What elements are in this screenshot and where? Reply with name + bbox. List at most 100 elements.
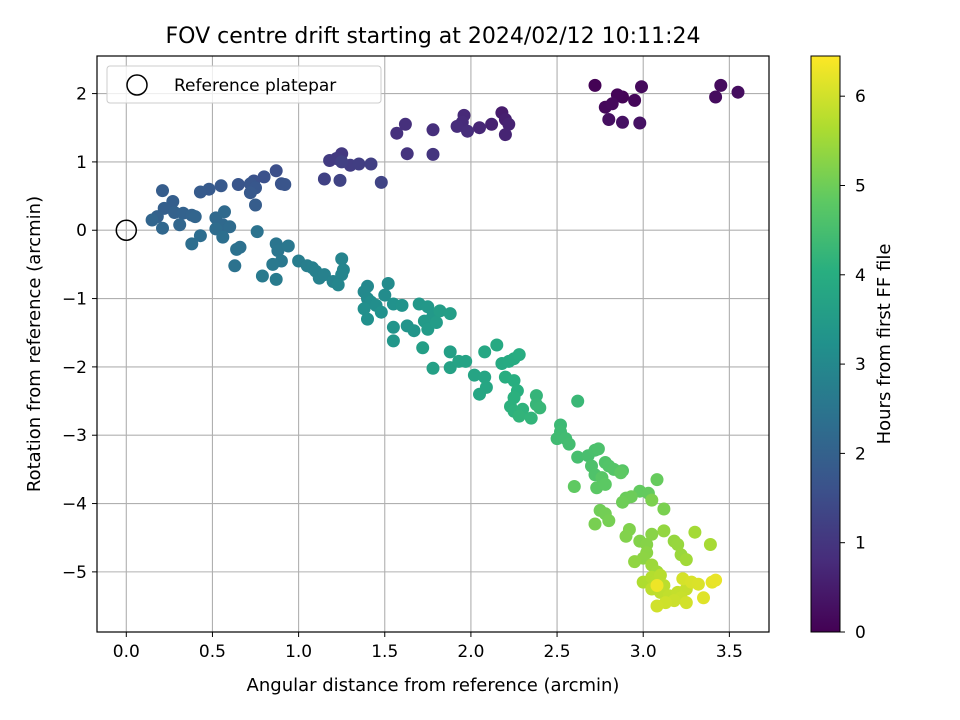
scatter-point <box>269 164 283 178</box>
scatter-point <box>416 341 430 355</box>
scatter-point <box>602 514 616 528</box>
scatter-point <box>257 170 271 184</box>
colorbar-ticks: 0 1 2 3 4 5 6 <box>840 87 866 643</box>
scatter-point <box>335 252 349 266</box>
scatter-point <box>255 269 269 283</box>
scatter-point <box>697 591 710 605</box>
plot-area-frame <box>96 55 770 633</box>
scatter-point <box>478 370 492 384</box>
scatter-point <box>271 244 285 258</box>
scatter-point <box>386 334 400 348</box>
colorbar-tick-label: 0 <box>855 623 866 643</box>
scatter-point <box>512 409 526 423</box>
scatter-point <box>364 157 378 171</box>
scatter-point <box>703 538 717 551</box>
scatter-point <box>567 480 581 493</box>
scatter-point <box>374 175 388 189</box>
scatter-point <box>323 154 337 167</box>
scatter-point <box>507 374 521 388</box>
scatter-point <box>598 477 612 491</box>
colorbar: 0 1 2 3 4 5 6 Hours from first FF file <box>810 55 895 643</box>
scatter-point <box>588 517 602 531</box>
x-tick-label: 3.5 <box>716 642 743 662</box>
scatter-point <box>361 312 374 326</box>
y-tick-label: −5 <box>62 563 87 583</box>
reference-platepar-point <box>115 219 138 241</box>
scatter-point <box>331 278 345 292</box>
scatter-point <box>614 466 628 480</box>
scatter-point <box>635 80 648 94</box>
scatter-point <box>731 85 745 99</box>
scatter-point <box>433 304 447 318</box>
scatter-point <box>317 268 331 282</box>
scatter-point <box>450 119 464 133</box>
scatter-point <box>357 302 371 316</box>
scatter-point <box>498 128 512 142</box>
y-tick-label: −1 <box>62 290 87 310</box>
scatter-point <box>400 147 414 161</box>
colorbar-tick-label: 1 <box>855 534 866 554</box>
scatter-point <box>671 538 685 551</box>
x-tick-label: 0.0 <box>113 642 140 662</box>
scatter-point <box>691 577 705 591</box>
reference-marker <box>115 219 138 241</box>
scatter-point <box>249 198 262 212</box>
scatter-point <box>605 97 619 111</box>
scatter-point <box>335 155 349 169</box>
scatter-point <box>653 568 667 582</box>
scatter-point <box>633 116 647 130</box>
x-tick-label: 3.0 <box>630 642 657 662</box>
legend-reference-marker <box>126 74 148 96</box>
scatter-point <box>657 502 671 516</box>
y-tick-label: −2 <box>62 358 87 378</box>
scatter-point <box>588 78 602 92</box>
scatter-point <box>616 495 629 509</box>
scatter-point <box>619 529 633 543</box>
scatter-point <box>381 277 395 290</box>
scatter-point <box>616 115 629 129</box>
scatter-point <box>473 121 486 135</box>
x-axis-ticks: 0.0 0.5 1.0 1.5 2.0 2.5 3.0 3.5 <box>113 632 743 662</box>
scatter-point <box>628 93 642 107</box>
scatter-point <box>461 124 474 138</box>
scatter-point <box>228 259 242 273</box>
scatter-point <box>485 117 499 131</box>
y-tick-label: −3 <box>62 426 87 446</box>
scatter-point <box>223 220 237 234</box>
scatter-point <box>193 229 207 243</box>
scatter-point <box>657 524 671 538</box>
scatter-point <box>243 186 257 200</box>
x-tick-label: 2.0 <box>457 642 484 662</box>
scatter-point <box>317 172 331 186</box>
scatter-point <box>156 221 169 235</box>
scatter-point <box>533 401 547 415</box>
colorbar-label: Hours from first FF file <box>874 244 895 445</box>
scatter-point <box>478 345 492 359</box>
y-tick-label: 0 <box>76 221 87 241</box>
scatter-point <box>650 599 664 613</box>
scatter-point <box>216 230 230 244</box>
scatter-point <box>443 307 457 321</box>
scatter-point <box>679 596 693 610</box>
scatter-point <box>529 389 543 403</box>
scatter-point <box>173 218 187 232</box>
chart-title: FOV centre drift starting at 2024/02/12 … <box>166 24 701 49</box>
scatter-point <box>269 272 283 286</box>
scatter-point <box>188 210 202 224</box>
scatter-point <box>459 354 473 368</box>
x-tick-label: 2.5 <box>544 642 571 662</box>
scatter-point <box>426 361 440 375</box>
scatter-point <box>395 298 409 312</box>
y-tick-label: −4 <box>62 495 87 515</box>
scatter-point <box>679 553 693 567</box>
scatter-point <box>709 573 723 587</box>
scatter-point <box>250 225 264 239</box>
colorbar-tick-label: 4 <box>855 266 866 286</box>
scatter-point <box>571 450 585 464</box>
y-axis-ticks: 2 1 0 −1 −2 −3 −4 −5 <box>62 85 97 583</box>
legend-box <box>106 65 382 104</box>
scatter-point <box>185 237 199 251</box>
scatter-point <box>156 184 169 198</box>
x-tick-label: 1.5 <box>371 642 398 662</box>
